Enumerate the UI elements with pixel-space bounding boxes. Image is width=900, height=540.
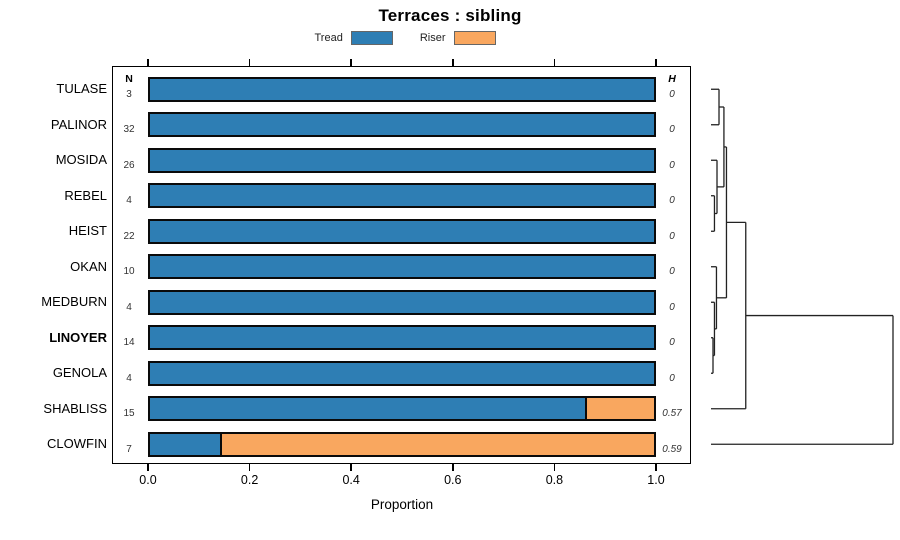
bar-segment-tread [150,114,654,136]
y-label-genola: GENOLA [52,365,107,381]
bar-genola [148,360,656,386]
y-label-shabliss: SHABLISS [43,400,107,416]
x-tick-top [452,58,454,66]
legend: Tread Riser [0,31,810,45]
bar-medburn [148,289,656,315]
y-label-clowfin: CLOWFIN [47,436,107,452]
bar-segment-tread [150,433,223,455]
y-label-linoyer: LINOYER [49,329,107,345]
bar-linoyer [148,325,656,351]
bar-segment-tread [150,256,654,278]
x-tick-top [350,58,352,66]
bar-tulase [148,76,656,102]
x-tick-top [147,58,149,66]
bar-segment-tread [150,149,654,171]
h-value: 0 [669,230,675,242]
n-value: 15 [123,408,135,420]
h-value: 0 [669,195,675,207]
bar-segment-tread [150,327,654,349]
bar-shabliss [148,396,656,422]
bar-segment-tread [150,362,654,384]
h-value: 0 [669,124,675,136]
n-value: 4 [126,372,132,384]
bar-clowfin [148,431,656,457]
n-value: 4 [126,301,132,313]
y-label-okan: OKAN [70,258,107,274]
x-tick-bottom [248,464,251,471]
legend-swatch-tread [350,31,393,45]
x-tick-label: 1.0 [647,473,665,487]
bar-palinor [148,112,656,138]
bar-segment-tread [150,291,654,313]
bar-segment-riser [586,398,654,420]
n-value: 7 [126,443,132,455]
h-value: 0 [669,266,675,278]
chart-title: Terraces : sibling [378,6,522,25]
y-label-tulase: TULASE [56,81,107,97]
h-value: 0 [669,372,675,384]
h-value: 0 [669,159,675,171]
bar-mosida [148,147,656,173]
bar-rebel [148,183,656,209]
bar-segment-tread [150,220,654,242]
legend-label-tread: Tread [314,32,343,44]
bar-segment-riser [222,433,654,455]
n-value: 22 [123,230,135,242]
x-tick-top [553,58,556,66]
n-value: 3 [126,88,132,100]
x-tick-label: 0.6 [444,473,462,487]
y-label-mosida: MOSIDA [55,152,107,168]
y-label-heist: HEIST [68,223,107,239]
h-value: 0.59 [662,443,682,455]
bar-segment-tread [150,398,587,420]
bar-heist [148,218,656,244]
h-column-header: H [668,73,676,85]
h-value: 0 [669,337,675,349]
legend-label-riser: Riser [419,32,446,44]
x-tick-bottom [655,464,657,471]
x-axis-title: Proportion [370,497,434,512]
x-tick-top [248,58,251,66]
legend-swatch-riser [453,31,496,45]
x-tick-bottom [553,464,556,471]
n-column-header: N [125,73,133,85]
x-tick-bottom [147,464,149,471]
bar-segment-tread [150,185,654,207]
h-value: 0 [669,88,675,100]
x-tick-label: 0.4 [342,473,360,487]
y-label-rebel: REBEL [64,187,107,203]
bar-segment-tread [150,78,654,100]
x-tick-top [655,58,657,66]
x-tick-label: 0.8 [545,473,564,487]
h-value: 0.57 [662,408,682,420]
x-tick-label: 0.2 [240,473,259,487]
x-tick-bottom [350,464,352,471]
bar-okan [148,254,656,280]
n-value: 14 [123,337,135,349]
y-label-medburn: MEDBURN [41,294,107,310]
n-value: 10 [123,266,135,278]
legend-item-riser: Riser [420,31,496,45]
y-label-palinor: PALINOR [50,116,107,132]
legend-item-tread: Tread [315,31,393,45]
n-value: 32 [123,124,135,136]
x-tick-bottom [452,464,454,471]
n-value: 4 [126,195,132,207]
x-tick-label: 0.0 [139,473,157,487]
n-value: 26 [123,159,135,171]
h-value: 0 [669,301,675,313]
